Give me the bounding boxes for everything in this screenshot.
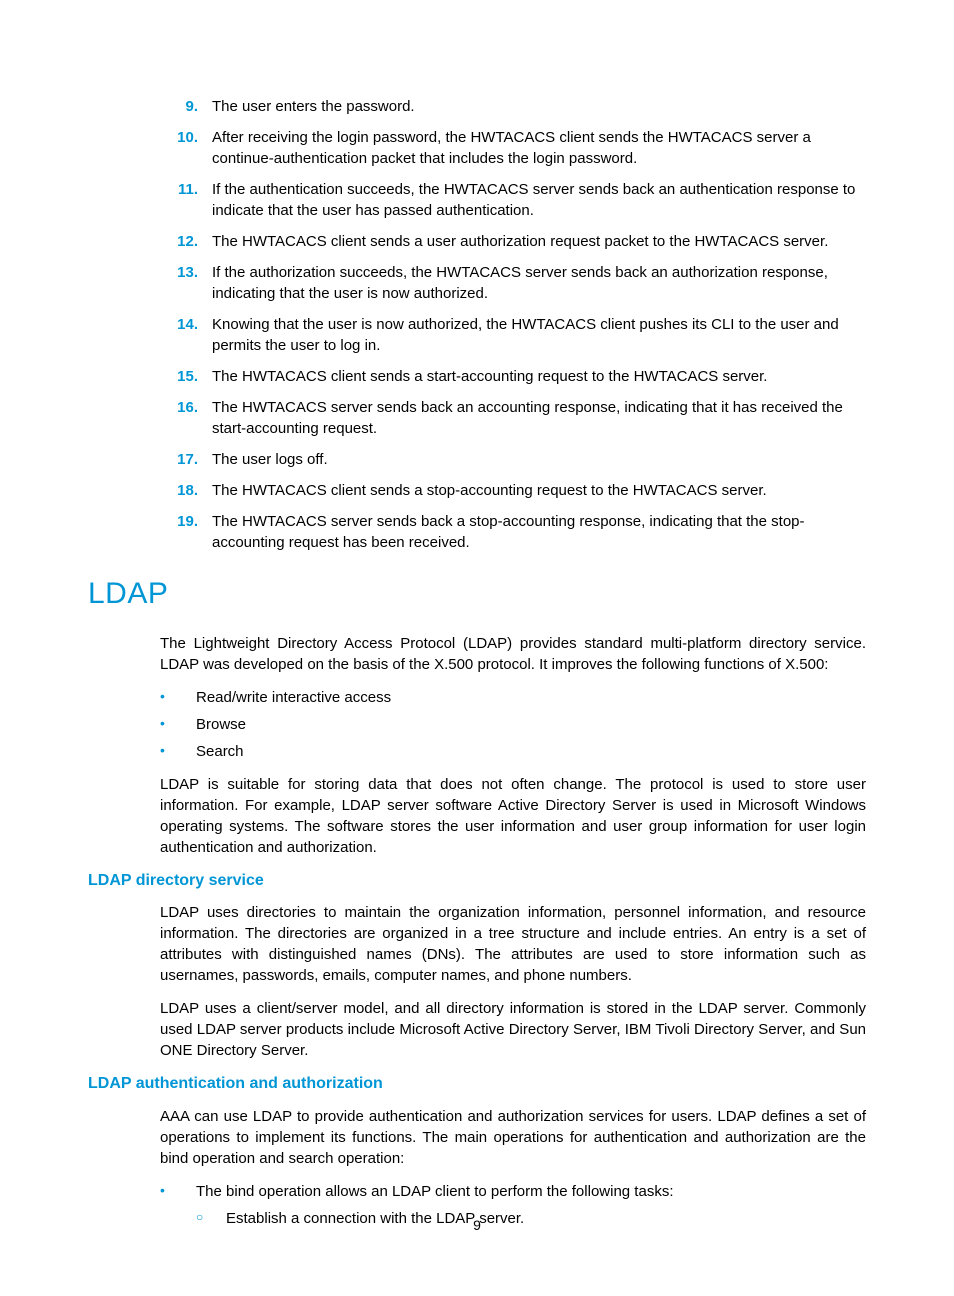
list-item: 10. After receiving the login password, … [160,127,866,169]
numbered-list: 9. The user enters the password. 10. Aft… [160,96,866,553]
numbered-list-container: 9. The user enters the password. 10. Aft… [88,96,866,553]
list-text: The user enters the password. [212,96,866,117]
list-text: The HWTACACS client sends a start-accoun… [212,366,866,387]
list-text: The HWTACACS client sends a stop-account… [212,480,866,501]
bullet-icon: • [160,1181,196,1202]
list-item: 16. The HWTACACS server sends back an ac… [160,397,866,439]
bullet-icon: • [160,687,196,708]
list-number: 16. [160,397,212,439]
list-text: The HWTACACS server sends back a stop-ac… [212,511,866,553]
section-heading-ldap: LDAP [88,573,866,615]
list-number: 10. [160,127,212,169]
bullet-item: • Browse [88,714,866,735]
bullet-item: • The bind operation allows an LDAP clie… [88,1181,866,1202]
list-text: The HWTACACS server sends back an accoun… [212,397,866,439]
paragraph: The Lightweight Directory Access Protoco… [88,633,866,675]
list-text: If the authorization succeeds, the HWTAC… [212,262,866,304]
list-item: 12. The HWTACACS client sends a user aut… [160,231,866,252]
bullet-icon: • [160,741,196,762]
paragraph: LDAP uses directories to maintain the or… [88,902,866,986]
bullet-icon: • [160,714,196,735]
subsection-heading-auth: LDAP authentication and authorization [88,1073,866,1095]
list-text: If the authentication succeeds, the HWTA… [212,179,866,221]
list-number: 15. [160,366,212,387]
list-item: 18. The HWTACACS client sends a stop-acc… [160,480,866,501]
paragraph: LDAP is suitable for storing data that d… [88,774,866,858]
bullet-text: The bind operation allows an LDAP client… [196,1181,866,1202]
list-number: 14. [160,314,212,356]
bullet-text: Search [196,741,866,762]
list-item: 17. The user logs off. [160,449,866,470]
list-number: 18. [160,480,212,501]
list-item: 13. If the authorization succeeds, the H… [160,262,866,304]
bullet-item: • Search [88,741,866,762]
paragraph: LDAP uses a client/server model, and all… [88,998,866,1061]
document-page: 9. The user enters the password. 10. Aft… [0,0,954,1296]
list-item: 9. The user enters the password. [160,96,866,117]
list-text: The HWTACACS client sends a user authori… [212,231,866,252]
list-number: 19. [160,511,212,553]
list-item: 11. If the authentication succeeds, the … [160,179,866,221]
list-number: 13. [160,262,212,304]
list-item: 14. Knowing that the user is now authori… [160,314,866,356]
list-number: 17. [160,449,212,470]
list-item: 15. The HWTACACS client sends a start-ac… [160,366,866,387]
bullet-list: • Read/write interactive access • Browse… [88,687,866,762]
list-text: The user logs off. [212,449,866,470]
list-number: 11. [160,179,212,221]
paragraph: AAA can use LDAP to provide authenticati… [88,1106,866,1169]
bullet-text: Browse [196,714,866,735]
bullet-item: • Read/write interactive access [88,687,866,708]
list-text: After receiving the login password, the … [212,127,866,169]
page-number: 9 [0,1216,954,1236]
bullet-text: Read/write interactive access [196,687,866,708]
list-item: 19. The HWTACACS server sends back a sto… [160,511,866,553]
list-text: Knowing that the user is now authorized,… [212,314,866,356]
list-number: 12. [160,231,212,252]
subsection-heading-directory-service: LDAP directory service [88,870,866,892]
list-number: 9. [160,96,212,117]
